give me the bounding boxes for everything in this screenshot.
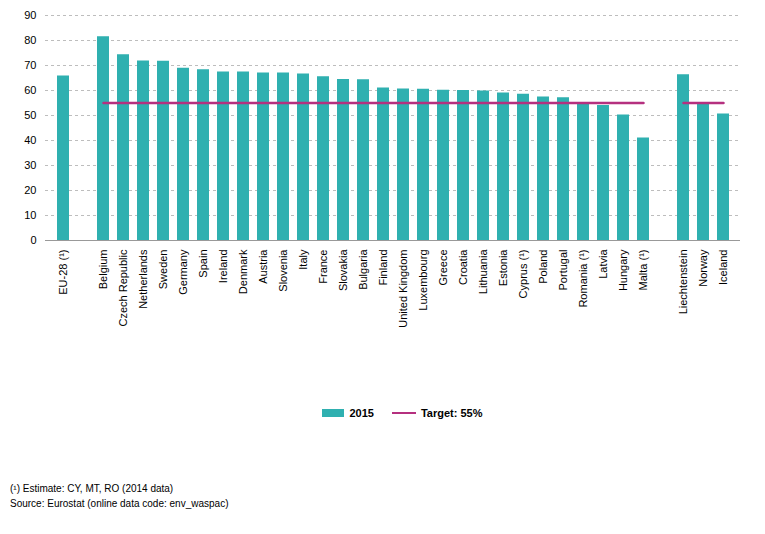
svg-text:Denmark: Denmark	[237, 249, 249, 294]
svg-text:Austria: Austria	[257, 249, 269, 284]
svg-text:Lithuania: Lithuania	[477, 249, 489, 295]
svg-text:Spain: Spain	[197, 250, 209, 278]
svg-text:Slovakia: Slovakia	[337, 249, 349, 291]
svg-text:Iceland: Iceland	[717, 250, 729, 285]
svg-text:Latvia: Latvia	[597, 249, 609, 279]
svg-text:Netherlands: Netherlands	[137, 249, 149, 309]
svg-text:0: 0	[30, 234, 36, 246]
svg-text:Romania (¹): Romania (¹)	[577, 250, 589, 308]
svg-text:Germany: Germany	[177, 249, 189, 295]
svg-text:Liechtenstein: Liechtenstein	[677, 250, 689, 315]
svg-text:EU-28 (¹): EU-28 (¹)	[57, 250, 69, 295]
svg-text:Greece: Greece	[437, 250, 449, 286]
svg-text:Luxembourg: Luxembourg	[417, 250, 429, 311]
html-text:Source: Eurostat (online data: Source: Eurostat (online data code: env_…	[10, 498, 229, 509]
svg-text:20: 20	[24, 184, 36, 196]
svg-text:10: 10	[24, 209, 36, 221]
svg-text:40: 40	[24, 134, 36, 146]
svg-text:Poland: Poland	[537, 250, 549, 284]
svg-text:50: 50	[24, 109, 36, 121]
svg-text:Bulgaria: Bulgaria	[357, 249, 369, 290]
svg-text:Hungary: Hungary	[617, 249, 629, 291]
svg-text:Belgium: Belgium	[97, 250, 109, 290]
svg-text:70: 70	[24, 59, 36, 71]
svg-text:Croatia: Croatia	[457, 249, 469, 285]
html-text:2015: 2015	[349, 407, 374, 419]
svg-text:80: 80	[24, 34, 36, 46]
svg-text:Portugal: Portugal	[557, 250, 569, 291]
svg-text:90: 90	[24, 9, 36, 21]
svg-text:Finland: Finland	[377, 250, 389, 286]
svg-text:Malta (¹): Malta (¹)	[637, 250, 649, 291]
svg-text:60: 60	[24, 84, 36, 96]
svg-text:Czech Republic: Czech Republic	[117, 249, 129, 327]
svg-text:United Kingdom: United Kingdom	[397, 250, 409, 328]
html-text:(¹) Estimate: CY, MT, RO (2014: (¹) Estimate: CY, MT, RO (2014 data)	[10, 483, 174, 494]
svg-text:France: France	[317, 250, 329, 284]
svg-text:Estonia: Estonia	[497, 249, 509, 287]
svg-text:Slovenia: Slovenia	[277, 249, 289, 292]
svg-text:Norway: Norway	[697, 249, 709, 287]
svg-text:Italy: Italy	[297, 249, 309, 270]
svg-text:Sweden: Sweden	[157, 250, 169, 290]
svg-text:Cyprus (¹): Cyprus (¹)	[517, 250, 529, 299]
svg-text:30: 30	[24, 159, 36, 171]
html-text:Target: 55%: Target: 55%	[421, 407, 483, 419]
svg-text:Ireland: Ireland	[217, 250, 229, 284]
